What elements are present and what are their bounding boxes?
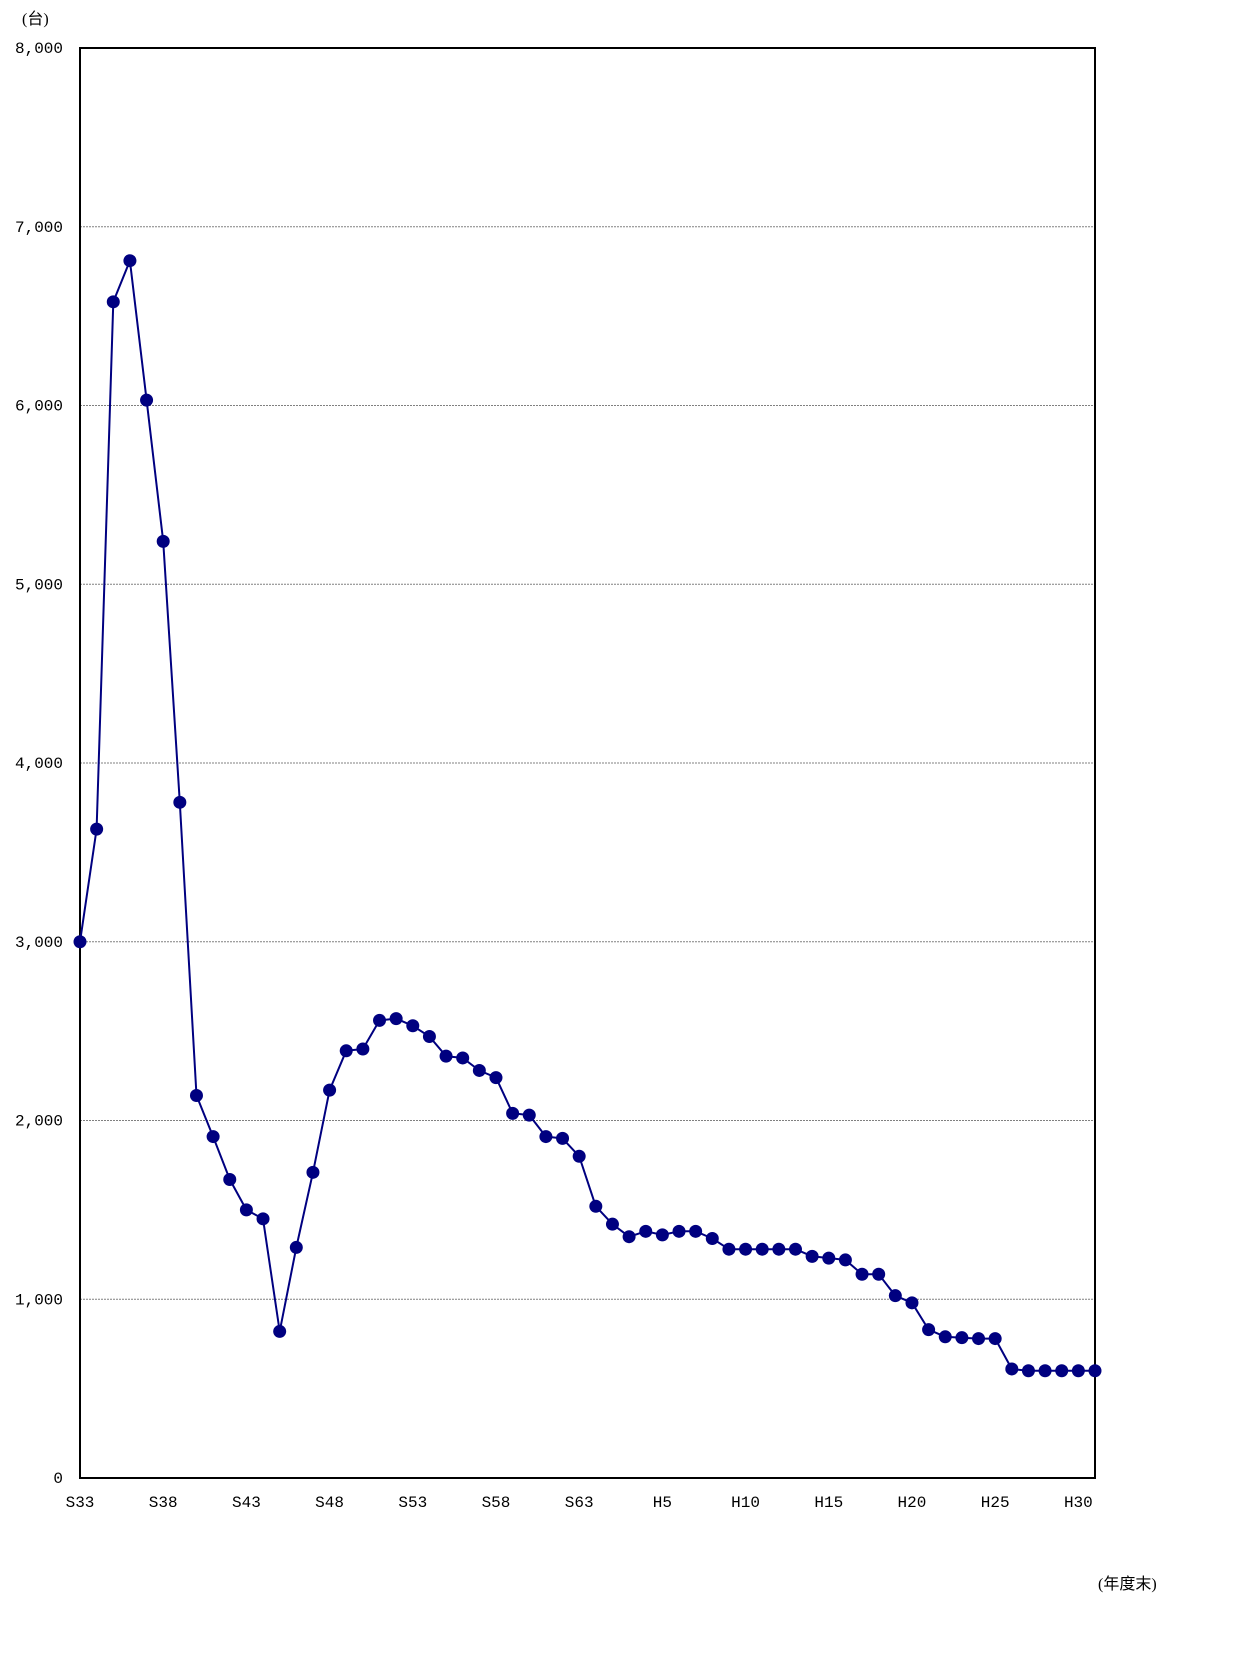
y-axis-unit-label: (台) [22,10,49,28]
data-point [506,1107,519,1120]
data-point [257,1212,270,1225]
data-point [606,1218,619,1231]
data-point [140,394,153,407]
x-tick-label: S48 [315,1494,344,1512]
data-point [356,1043,369,1056]
y-tick-label: 6,000 [15,398,63,416]
data-point [889,1289,902,1302]
data-point [107,295,120,308]
data-point [839,1253,852,1266]
data-point [157,535,170,548]
x-tick-label: H25 [981,1494,1010,1512]
data-point [939,1330,952,1343]
data-point [240,1203,253,1216]
data-point [207,1130,220,1143]
data-point [173,796,186,809]
x-tick-label: S58 [482,1494,511,1512]
data-point [473,1064,486,1077]
x-tick-label: H10 [731,1494,760,1512]
data-point [306,1166,319,1179]
data-point [822,1252,835,1265]
y-tick-label: 1,000 [15,1291,63,1309]
data-point [573,1150,586,1163]
data-point [406,1019,419,1032]
data-point [989,1332,1002,1345]
data-point [373,1014,386,1027]
data-point [922,1323,935,1336]
data-point [539,1130,552,1143]
data-point [856,1268,869,1281]
data-point [872,1268,885,1281]
y-tick-label: 5,000 [15,576,63,594]
data-point [323,1084,336,1097]
data-point [489,1071,502,1084]
data-point [673,1225,686,1238]
data-point [1005,1362,1018,1375]
y-tick-label: 4,000 [15,755,63,773]
data-point [390,1012,403,1025]
data-point [639,1225,652,1238]
data-point [623,1230,636,1243]
x-axis-unit-label: (年度末) [1098,1575,1157,1593]
data-point [756,1243,769,1256]
data-point [423,1030,436,1043]
data-point [556,1132,569,1145]
data-point [523,1109,536,1122]
data-point [772,1243,785,1256]
x-tick-label: H30 [1064,1494,1093,1512]
data-point [722,1243,735,1256]
y-tick-label: 7,000 [15,219,63,237]
data-point [74,935,87,948]
data-point [689,1225,702,1238]
data-point [90,823,103,836]
x-tick-label: H15 [814,1494,843,1512]
data-point [340,1044,353,1057]
y-tick-label: 0 [53,1470,63,1488]
data-point [290,1241,303,1254]
data-point [972,1332,985,1345]
y-tick-label: 3,000 [15,934,63,952]
data-point [806,1250,819,1263]
data-point [1022,1364,1035,1377]
data-point [589,1200,602,1213]
data-point [123,254,136,267]
data-point [1089,1364,1102,1377]
y-tick-label: 8,000 [15,40,63,58]
data-point [706,1232,719,1245]
data-point [1039,1364,1052,1377]
x-tick-label: H5 [653,1494,672,1512]
data-point [739,1243,752,1256]
x-tick-label: S53 [398,1494,427,1512]
data-point [789,1243,802,1256]
data-point [1072,1364,1085,1377]
data-point [273,1325,286,1338]
data-point [440,1050,453,1063]
data-point [905,1296,918,1309]
data-point [656,1228,669,1241]
data-point [223,1173,236,1186]
x-tick-label: S43 [232,1494,261,1512]
data-point [955,1331,968,1344]
y-tick-label: 2,000 [15,1113,63,1131]
x-tick-label: S38 [149,1494,178,1512]
data-point [456,1051,469,1064]
x-tick-label: S63 [565,1494,594,1512]
data-point [190,1089,203,1102]
x-tick-label: H20 [898,1494,927,1512]
x-tick-label: S33 [66,1494,95,1512]
data-point [1055,1364,1068,1377]
